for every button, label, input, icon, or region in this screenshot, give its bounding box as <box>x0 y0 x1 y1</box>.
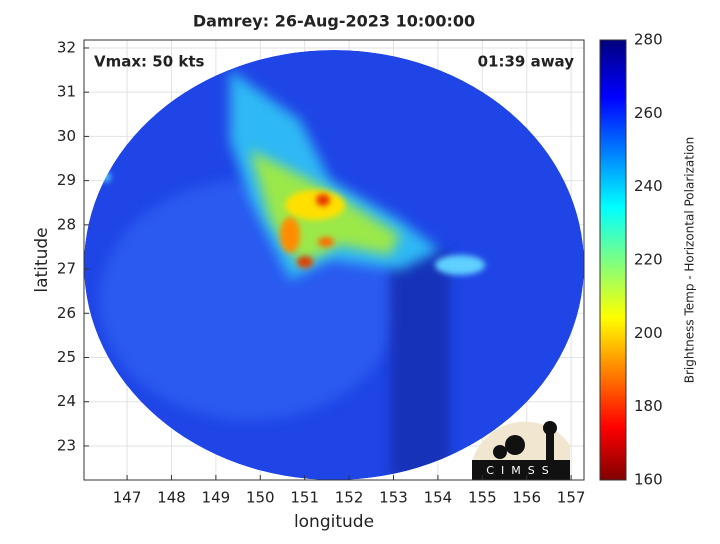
colorbar-tick-label: 160 <box>634 471 663 489</box>
x-tick-label: 153 <box>379 489 408 507</box>
colorbar-tick-label: 280 <box>634 31 663 49</box>
colorbar-label: Brightness Temp - Horizontal Polarizatio… <box>683 137 697 384</box>
x-tick-label: 149 <box>202 489 231 507</box>
y-axis-label: latitude <box>32 227 52 292</box>
x-tick-label: 148 <box>157 489 186 507</box>
x-tick-label: 155 <box>468 489 497 507</box>
chart-title: Damrey: 26-Aug-2023 10:00:00 <box>193 12 475 31</box>
y-tick-label: 28 <box>57 215 76 233</box>
y-tick-label: 29 <box>57 171 76 189</box>
colorbar-tick-label: 180 <box>634 397 663 415</box>
y-tick-label: 30 <box>57 127 76 145</box>
x-tick-label: 154 <box>424 489 453 507</box>
y-tick-label: 24 <box>57 392 76 410</box>
x-tick-label: 150 <box>246 489 275 507</box>
y-tick-label: 26 <box>57 304 76 322</box>
annotation: Vmax: 50 kts <box>94 53 204 71</box>
x-tick-label: 157 <box>557 489 586 507</box>
x-tick-label: 156 <box>512 489 541 507</box>
logo-text: CIMSS <box>486 464 555 477</box>
x-tick-label: 152 <box>335 489 364 507</box>
cimss-logo: CIMSS <box>472 421 570 480</box>
plot-frame <box>83 39 585 481</box>
y-tick-label: 27 <box>57 260 76 278</box>
y-tick-label: 32 <box>57 38 76 56</box>
y-tick-label: 25 <box>57 348 76 366</box>
satellite-image <box>84 50 584 480</box>
x-tick-label: 147 <box>113 489 142 507</box>
colorbar-tick-label: 240 <box>634 177 663 195</box>
x-axis-label: longitude <box>294 512 374 532</box>
colorbar-tick-label: 200 <box>634 324 663 342</box>
y-tick-label: 31 <box>57 83 76 101</box>
colorbar-tick-label: 220 <box>634 251 663 269</box>
colorbar <box>599 39 627 481</box>
y-tick-label: 23 <box>57 436 76 454</box>
annotation: 01:39 away <box>478 53 575 71</box>
x-tick-label: 151 <box>290 489 319 507</box>
colorbar-tick-label: 260 <box>634 104 663 122</box>
